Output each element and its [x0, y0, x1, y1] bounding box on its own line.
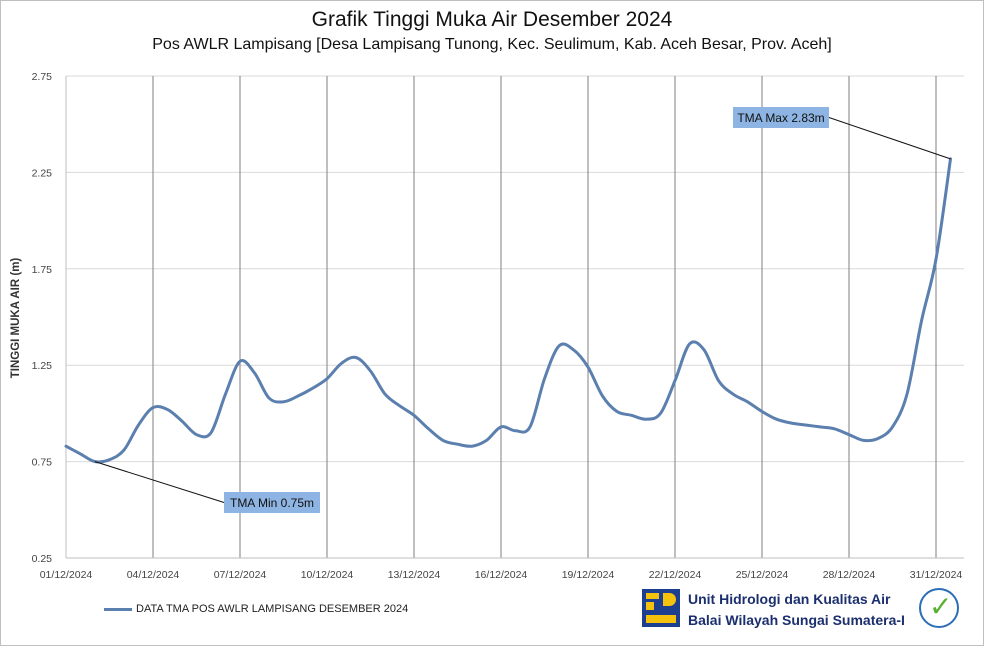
x-tick-label: 16/12/2024	[475, 569, 528, 581]
y-tick-label: 1.75	[32, 264, 53, 276]
organization-footer: Unit Hidrologi dan Kualitas Air Balai Wi…	[642, 589, 905, 631]
annotation-leader-line	[94, 461, 225, 503]
annotation-label: TMA Min 0.75m	[230, 496, 314, 510]
x-tick-label: 07/12/2024	[214, 569, 267, 581]
annotation-box	[733, 107, 829, 128]
pupr-logo-icon	[642, 589, 680, 627]
legend-swatch	[104, 607, 132, 611]
x-tick-label: 22/12/2024	[649, 569, 702, 581]
annotation-box	[224, 492, 320, 513]
y-axis-ticks: 0.25 0.75 1.25 1.75 2.25 2.75	[32, 71, 53, 565]
y-tick-label: 0.25	[32, 553, 53, 565]
y-tick-label: 2.25	[32, 167, 53, 179]
x-tick-label: 31/12/2024	[910, 569, 963, 581]
chart-subtitle: Pos AWLR Lampisang [Desa Lampisang Tunon…	[152, 36, 832, 53]
y-tick-label: 0.75	[32, 457, 53, 469]
iso-certified-check-icon: ✓	[919, 588, 959, 628]
x-tick-label: 28/12/2024	[823, 569, 876, 581]
series-layer	[64, 157, 952, 464]
x-tick-label: 25/12/2024	[736, 569, 789, 581]
x-tick-label: 04/12/2024	[127, 569, 180, 581]
y-tick-label: 2.75	[32, 71, 53, 83]
series-line	[64, 157, 952, 464]
x-tick-label: 10/12/2024	[301, 569, 354, 581]
x-tick-label: 01/12/2024	[40, 569, 93, 581]
annotation-leader-line	[828, 117, 951, 160]
x-tick-label: 19/12/2024	[562, 569, 615, 581]
legend-label: DATA TMA POS AWLR LAMPISANG DESEMBER 202…	[136, 603, 409, 615]
organization-name: Unit Hidrologi dan Kualitas Air Balai Wi…	[688, 589, 905, 631]
organization-line-1: Unit Hidrologi dan Kualitas Air	[688, 591, 891, 607]
organization-line-2: Balai Wilayah Sungai Sumatera-I	[688, 612, 905, 628]
chart-title: Grafik Tinggi Muka Air Desember 2024	[311, 8, 673, 31]
x-tick-label: 13/12/2024	[388, 569, 441, 581]
grid-lines	[65, 75, 964, 559]
legend: DATA TMA POS AWLR LAMPISANG DESEMBER 202…	[104, 603, 408, 615]
annotation-label: TMA Max 2.83m	[737, 111, 824, 125]
x-axis-ticks: 01/12/2024 04/12/2024 07/12/2024 10/12/2024…	[40, 569, 963, 581]
annotations-layer: TMA Min 0.75m TMA Max 2.83m	[94, 107, 951, 513]
y-tick-label: 1.25	[32, 360, 53, 372]
